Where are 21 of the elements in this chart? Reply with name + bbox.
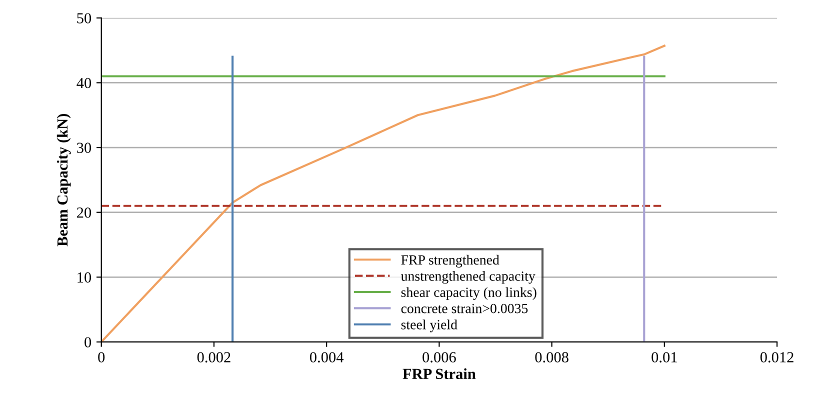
- x-axis-title: FRP Strain: [402, 368, 476, 380]
- x-tick-label: 0: [98, 352, 105, 362]
- legend-label: shear capacity (no links): [401, 287, 536, 300]
- x-tick-label: 0.002: [197, 352, 230, 362]
- legend-label: unstrengthened capacity: [400, 271, 536, 284]
- legend-label: concrete strain>0.0035: [401, 304, 528, 314]
- line-series: [101, 44, 666, 342]
- legend-label: steel yield: [401, 320, 458, 332]
- y-tick-label: 30: [77, 142, 92, 153]
- x-tick-label: 0.008: [535, 352, 568, 362]
- y-tick-label: 10: [78, 272, 92, 283]
- x-tick-label: 0.012: [760, 352, 794, 362]
- y-tick-label: 50: [77, 13, 92, 24]
- y-tick-label: 0: [84, 337, 92, 348]
- legend-label: FRP strengthened: [401, 254, 500, 268]
- y-tick-label: 40: [76, 78, 92, 88]
- x-tick-label: 0.01: [652, 352, 677, 362]
- y-tick-label: 20: [77, 207, 92, 218]
- x-tick-label: 0.006: [422, 352, 456, 362]
- x-tick-label: 0.004: [310, 352, 344, 362]
- y-axis-title: Beam Capacity (kN): [56, 114, 71, 246]
